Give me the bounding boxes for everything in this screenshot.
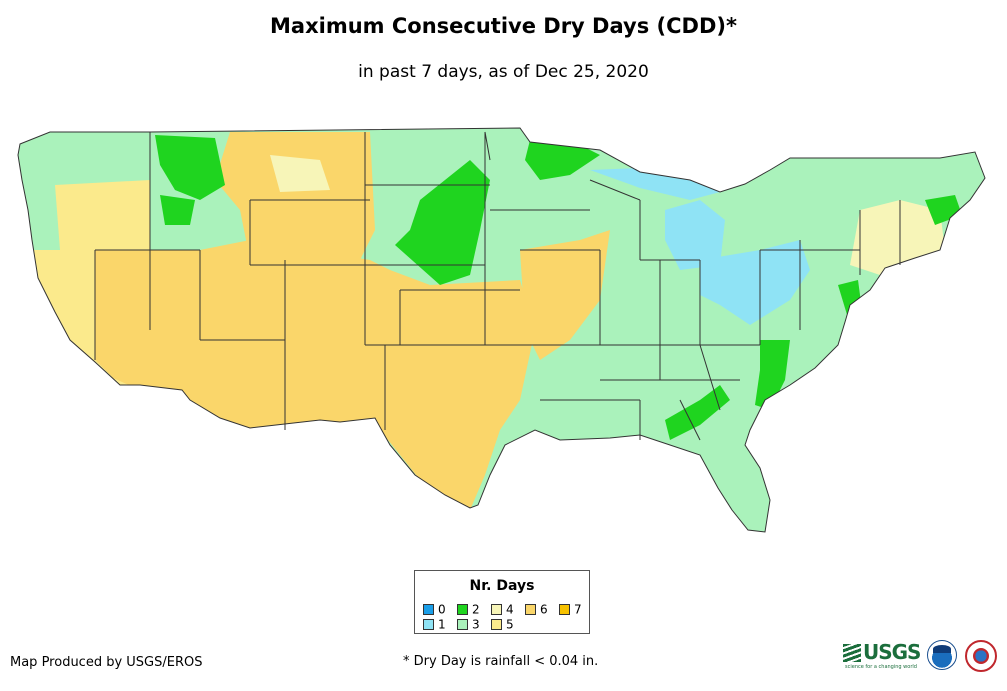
- usgs-wordmark: USGS: [863, 640, 921, 664]
- legend-swatch-4: [491, 604, 502, 615]
- region-days-1: [700, 240, 810, 325]
- region-days-5: [32, 250, 175, 400]
- region-days-2: [755, 340, 790, 410]
- legend-label-7: 7: [574, 602, 582, 617]
- legend-label-2: 2: [472, 602, 480, 617]
- region-days-2: [160, 195, 195, 225]
- legend-swatch-2: [457, 604, 468, 615]
- legend-label-4: 4: [506, 602, 514, 617]
- agency-logos: USGS science for a changing world: [843, 638, 1003, 678]
- dry-days-fill-layer: [18, 128, 985, 532]
- legend-item-3: 3: [457, 618, 480, 631]
- region-days-2: [395, 160, 490, 285]
- usgs-tagline: science for a changing world: [845, 664, 917, 670]
- region-days-1: [665, 200, 725, 270]
- legend-swatch-7: [559, 604, 570, 615]
- us-dry-days-map: [17, 127, 986, 533]
- usgs-wave-icon: [843, 644, 861, 662]
- legend-swatch-3: [457, 619, 468, 630]
- legend-item-5: 5: [491, 618, 514, 631]
- legend-label-3: 3: [472, 617, 480, 632]
- legend: Nr. Days 0 1 2 3 4 5 6 7: [414, 570, 590, 634]
- map-title: Maximum Consecutive Dry Days (CDD)*: [270, 14, 737, 38]
- legend-label-0: 0: [438, 602, 446, 617]
- legend-item-4: 4: [491, 603, 514, 616]
- usgs-logo: USGS science for a changing world: [843, 640, 921, 670]
- legend-swatch-6: [525, 604, 536, 615]
- credit-text: Map Produced by USGS/EROS: [10, 655, 203, 670]
- region-days-5: [55, 180, 150, 250]
- legend-item-6: 6: [525, 603, 548, 616]
- legend-swatch-0: [423, 604, 434, 615]
- region-days-6: [215, 132, 375, 260]
- legend-label-1: 1: [438, 617, 446, 632]
- legend-label-5: 5: [506, 617, 514, 632]
- region-days-6: [95, 240, 535, 510]
- legend-item-0: 0: [423, 603, 446, 616]
- legend-item-1: 1: [423, 618, 446, 631]
- state-boundaries: [17, 127, 986, 533]
- noaa-logo-icon: [927, 640, 957, 670]
- legend-title: Nr. Days: [469, 578, 535, 594]
- region-days-6: [520, 230, 610, 360]
- legend-swatch-1: [423, 619, 434, 630]
- map-subtitle: in past 7 days, as of Dec 25, 2020: [358, 62, 649, 82]
- legend-swatch-5: [491, 619, 502, 630]
- region-days-2: [155, 135, 225, 200]
- region-days-2: [665, 385, 730, 440]
- nws-logo-icon: [965, 640, 997, 672]
- legend-item-7: 7: [559, 603, 582, 616]
- region-days-2: [525, 140, 600, 180]
- legend-label-6: 6: [540, 602, 548, 617]
- legend-item-2: 2: [457, 603, 480, 616]
- dry-day-footnote: * Dry Day is rainfall < 0.04 in.: [403, 654, 599, 669]
- region-days-4: [270, 155, 330, 192]
